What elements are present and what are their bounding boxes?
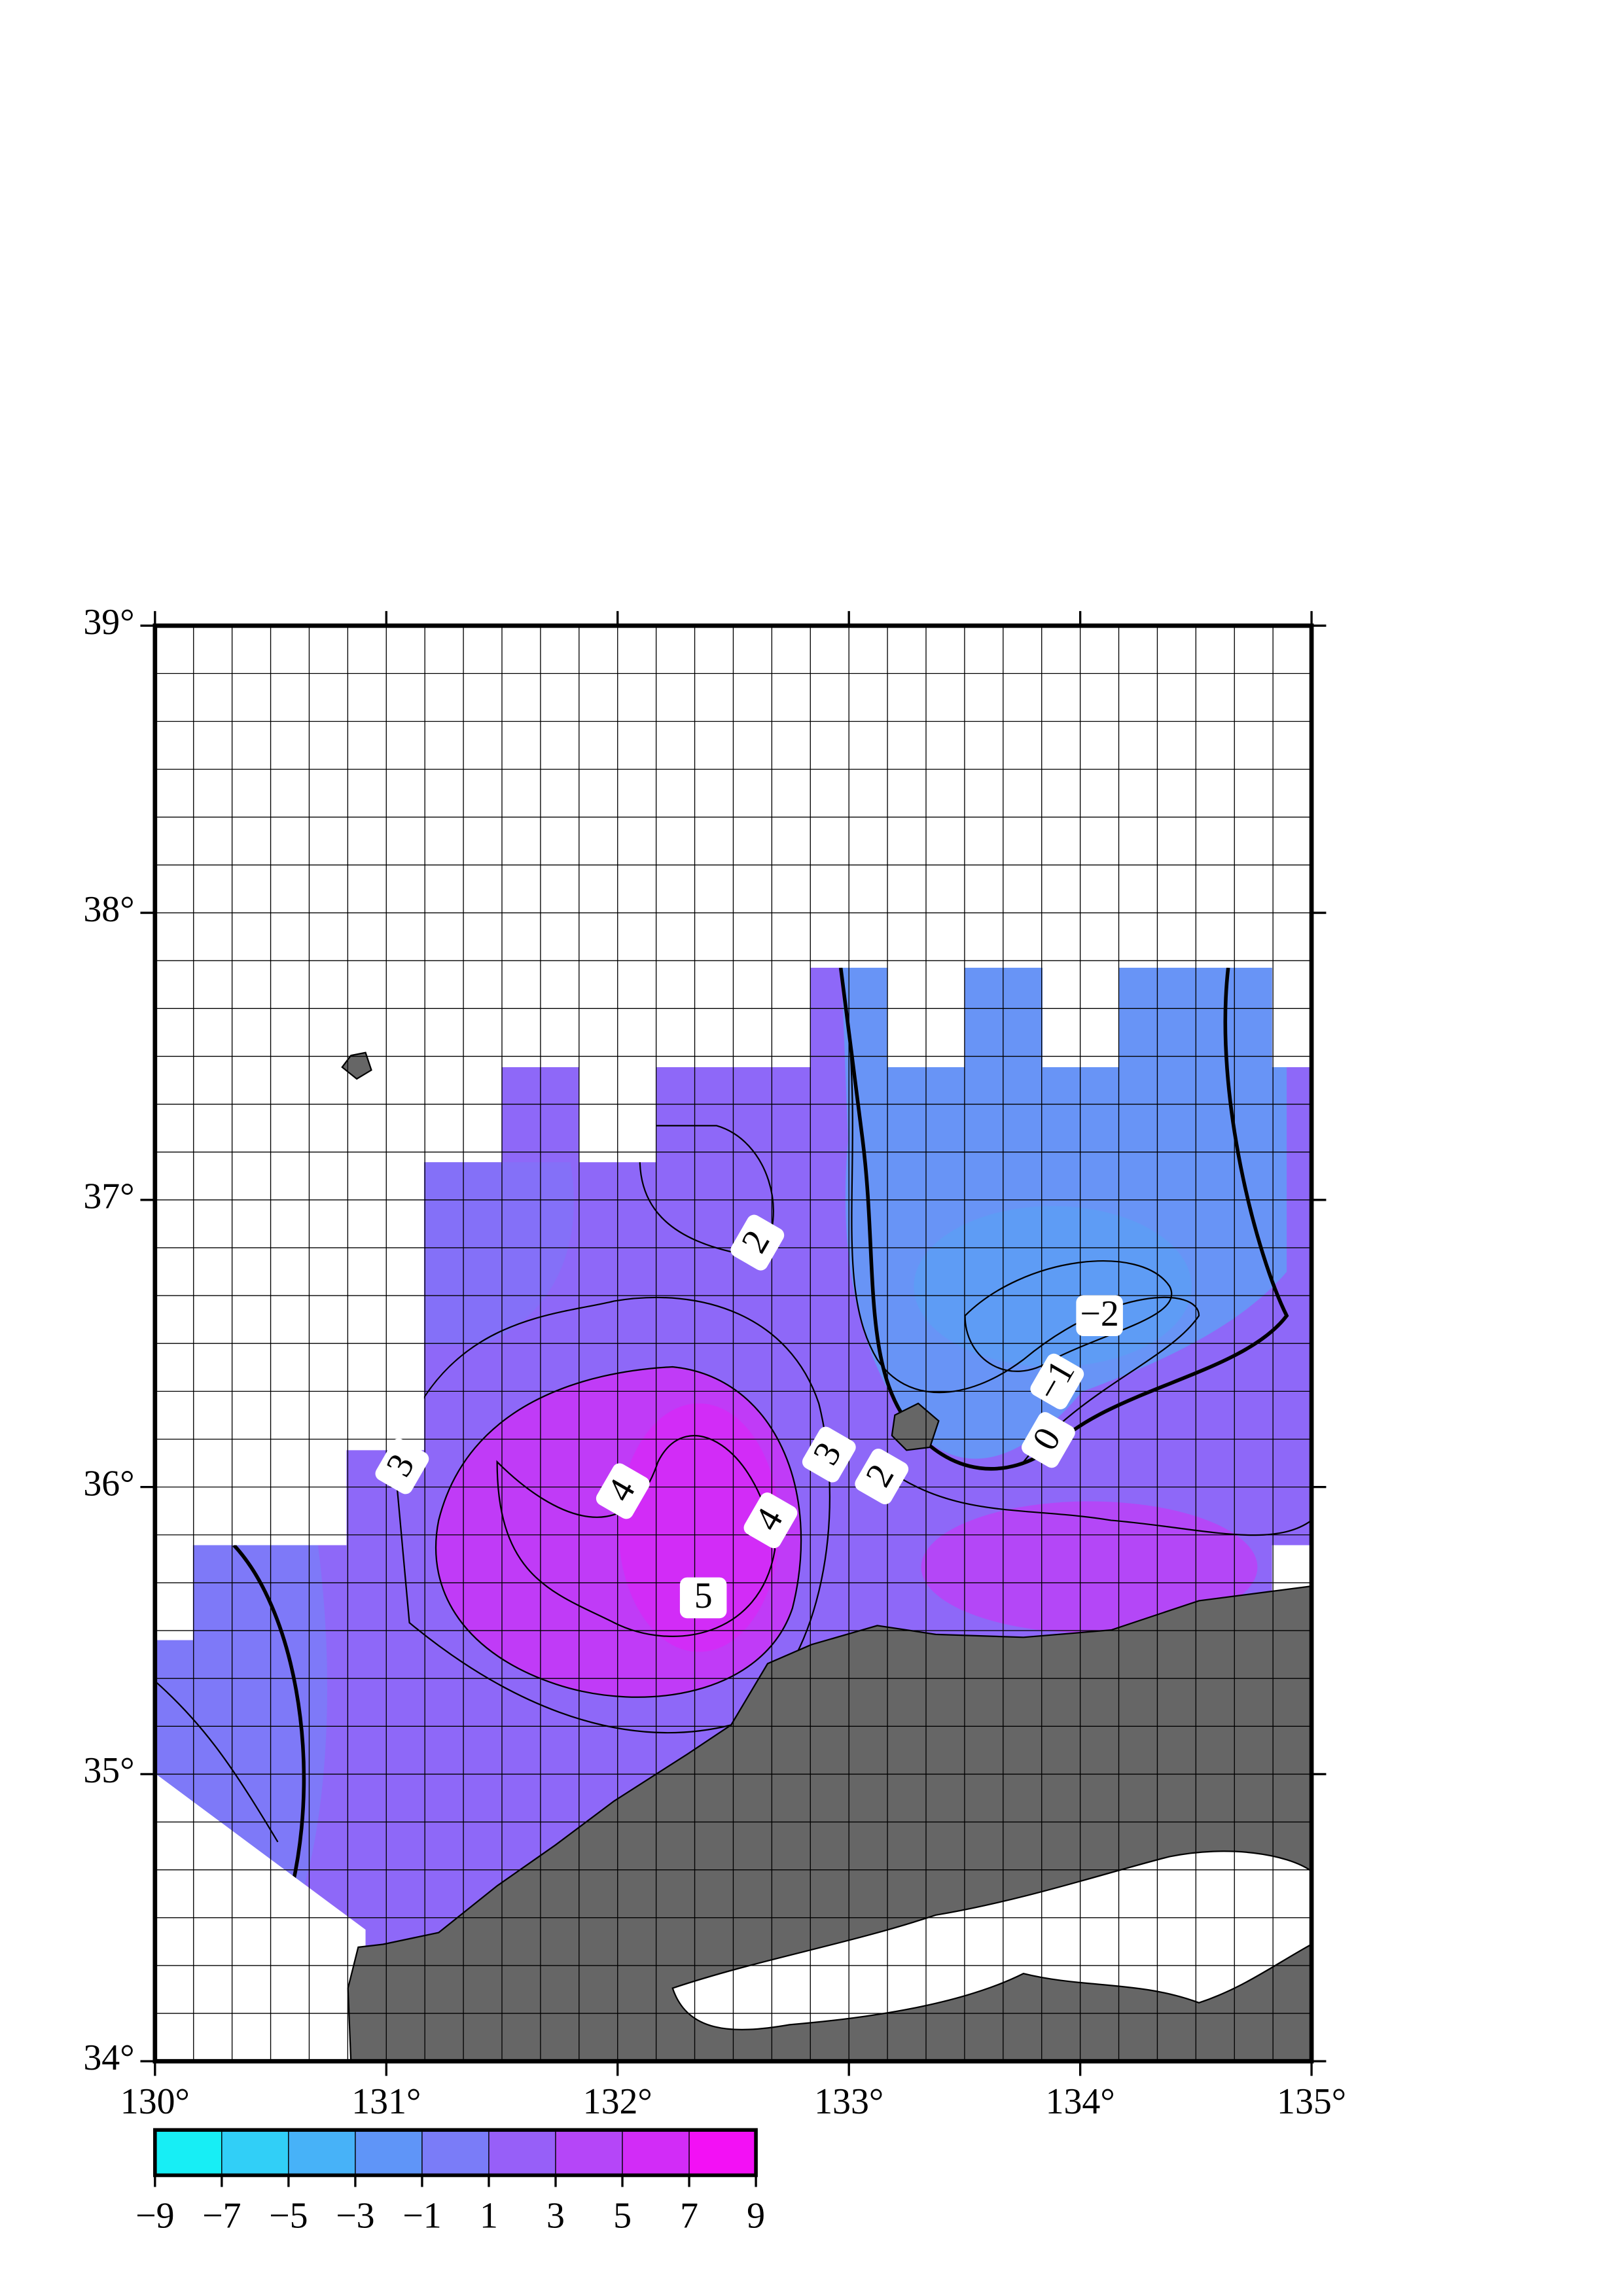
contour-label: 4 xyxy=(596,1463,650,1519)
colorbar-tick-label: −9 xyxy=(135,2195,174,2236)
y-tick-label: 35° xyxy=(83,1750,134,1791)
colorbar-swatch xyxy=(288,2129,356,2176)
y-tick-label: 34° xyxy=(83,2038,134,2078)
x-tick-label: 132° xyxy=(583,2081,652,2122)
x-tick-label: 131° xyxy=(351,2081,421,2122)
contour-label-box xyxy=(802,1426,856,1483)
contour-label-box xyxy=(1022,1412,1075,1468)
colorbar-swatch xyxy=(154,2129,223,2176)
colorbar-swatch xyxy=(688,2129,757,2176)
colorbar-swatch xyxy=(488,2129,556,2176)
colorbar-tick-label: −1 xyxy=(402,2195,441,2236)
contour-label: −2 xyxy=(1076,1294,1123,1337)
axes: 130° 131° 132° 133° 134° 135° 34° 35° 36° 37° 38° 3… xyxy=(83,602,1346,2122)
x-tick-label: 133° xyxy=(814,2081,883,2122)
y-tick-label: 36° xyxy=(83,1463,134,1504)
contour-label: 0 xyxy=(1022,1412,1075,1468)
colorbar-swatch xyxy=(622,2129,690,2176)
x-tick-label: 134° xyxy=(1046,2081,1115,2122)
y-tick-label: 39° xyxy=(83,602,134,643)
contour-label-box xyxy=(743,1492,798,1549)
colorbar-swatch xyxy=(355,2129,423,2176)
grid xyxy=(154,626,1312,2062)
contour-label-box xyxy=(679,1577,727,1619)
colorbar-tick-label: 9 xyxy=(747,2195,765,2236)
contour-label: 3 xyxy=(802,1426,856,1483)
contour-label: 3 xyxy=(375,1438,429,1494)
field-area xyxy=(921,1501,1258,1633)
colorbar-frame xyxy=(153,2128,758,2178)
contour-label-text: 5 xyxy=(694,1576,713,1616)
x-tick-label: 135° xyxy=(1277,2081,1346,2122)
contour-label-box xyxy=(1030,1353,1084,1409)
contour-label: 4 xyxy=(743,1492,798,1549)
colorbar-tick-label: 3 xyxy=(546,2195,565,2236)
colorbar-tick-label: 7 xyxy=(680,2195,698,2236)
contour-label-box xyxy=(855,1449,909,1505)
colorbar-tick-label: −7 xyxy=(202,2195,241,2236)
contour-label-box xyxy=(1076,1295,1123,1337)
colorbar-swatch xyxy=(421,2129,490,2176)
contour-label-box xyxy=(375,1438,429,1494)
colorbar-tick-label: −5 xyxy=(269,2195,308,2236)
x-tick-label: 130° xyxy=(120,2081,190,2122)
y-tick-label: 38° xyxy=(83,889,134,930)
colorbar-tick-label: 1 xyxy=(480,2195,498,2236)
y-tick-label: 37° xyxy=(83,1176,134,1217)
contour-label-box xyxy=(730,1214,785,1271)
contour-label: 2 xyxy=(730,1214,785,1271)
contour-label: 2 xyxy=(855,1449,909,1505)
colorbar-tick-label: −3 xyxy=(336,2195,374,2236)
contour-label-text: −2 xyxy=(1080,1294,1118,1334)
field-area xyxy=(618,1403,779,1652)
colorbar-swatch xyxy=(221,2129,289,2176)
field-area xyxy=(423,1162,574,1345)
colorbar-tick-label: 5 xyxy=(613,2195,632,2236)
contour-label: 5 xyxy=(679,1576,727,1619)
contour-label-box xyxy=(596,1463,650,1519)
colorbar-swatch xyxy=(555,2129,623,2176)
map-frame xyxy=(152,623,1314,2064)
field-area xyxy=(914,1206,1192,1367)
colorbar: −9 −7 −5 −3 −1 1 3 5 7 9 xyxy=(135,2128,765,2236)
